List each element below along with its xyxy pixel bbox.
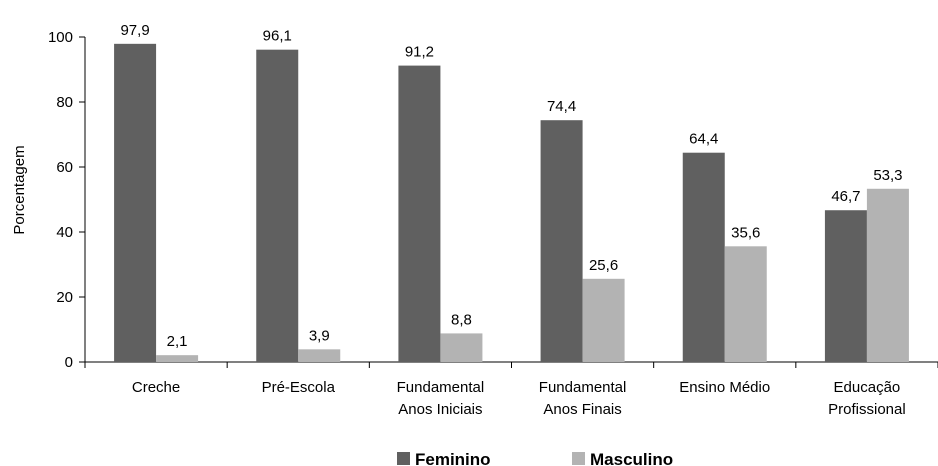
- axes: 0 20 40 60 80 100: [48, 29, 938, 371]
- legend-swatch-masculino: [572, 452, 585, 465]
- data-label: 97,9: [120, 22, 149, 39]
- bar-masculino: [440, 333, 483, 362]
- bar-masculino: [866, 188, 909, 362]
- data-label: 74,4: [547, 98, 576, 115]
- y-axis-title: Porcentagem: [11, 145, 28, 234]
- bar-masculino: [724, 246, 767, 362]
- bar-masculino: [156, 355, 199, 362]
- x-tick-label: Ensino Médio: [679, 379, 770, 396]
- bars: [114, 43, 909, 363]
- bar-feminino: [114, 43, 157, 362]
- legend: Feminino Masculino: [397, 450, 673, 466]
- data-label: 91,2: [405, 44, 434, 61]
- x-tick-label: Fundamental: [539, 379, 627, 396]
- x-tick-label: Fundamental: [397, 379, 485, 396]
- data-label: 46,7: [831, 188, 860, 205]
- data-label: 35,6: [731, 224, 760, 241]
- y-tick-label: 20: [56, 289, 73, 306]
- y-tick-label: 0: [65, 354, 73, 371]
- x-tick-label: Profissional: [828, 401, 906, 418]
- x-tick-label: Anos Finais: [543, 401, 621, 418]
- y-tick-label: 40: [56, 224, 73, 241]
- x-tick-label: Pré-Escola: [262, 379, 336, 396]
- x-tick-label: Creche: [132, 379, 180, 396]
- data-label: 25,6: [589, 257, 618, 274]
- data-label: 96,1: [263, 28, 292, 45]
- legend-label-masculino: Masculino: [590, 450, 673, 466]
- x-tick-label: Educação: [834, 379, 901, 396]
- labels: 97,9 2,1 Creche 96,1 3,9 Pré-Escola 91,2 8,8 Fun…: [120, 22, 905, 418]
- legend-swatch-feminino: [397, 452, 410, 465]
- bar-feminino: [682, 152, 725, 362]
- y-tick-label: 80: [56, 94, 73, 111]
- bar-feminino: [398, 65, 441, 362]
- legend-label-feminino: Feminino: [415, 450, 491, 466]
- bar-feminino: [824, 210, 867, 362]
- bar-feminino: [540, 120, 583, 362]
- data-label: 3,9: [309, 327, 330, 344]
- data-label: 2,1: [167, 333, 188, 350]
- y-tick-label: 100: [48, 29, 73, 46]
- data-label: 64,4: [689, 131, 718, 148]
- bar-feminino: [256, 49, 299, 363]
- y-tick-label: 60: [56, 159, 73, 176]
- data-label: 53,3: [873, 167, 902, 184]
- data-label: 8,8: [451, 311, 472, 328]
- bar-masculino: [582, 278, 625, 362]
- bar-masculino: [298, 349, 341, 362]
- x-tick-label: Anos Iniciais: [398, 401, 482, 418]
